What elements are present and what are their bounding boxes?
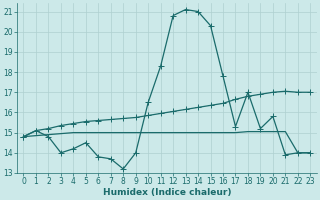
X-axis label: Humidex (Indice chaleur): Humidex (Indice chaleur) — [103, 188, 231, 197]
